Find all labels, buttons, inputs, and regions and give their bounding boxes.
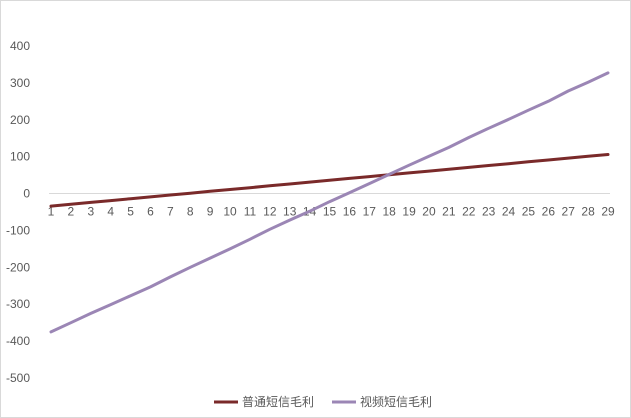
x-tick-label: 4	[107, 205, 114, 219]
x-tick-label: 7	[167, 205, 174, 219]
x-tick-label: 18	[382, 205, 396, 219]
x-tick-label: 1	[48, 205, 55, 219]
x-tick-label: 27	[562, 205, 576, 219]
y-tick-label: -500	[6, 371, 30, 385]
y-axis-ticks: 400 300 200 100 0 -100 -200 -300 -400 -500	[6, 39, 30, 385]
x-tick-label: 16	[343, 205, 357, 219]
y-tick-label: -100	[6, 223, 30, 237]
x-tick-label: 17	[363, 205, 377, 219]
x-tick-label: 15	[323, 205, 337, 219]
y-tick-label: -200	[6, 260, 30, 274]
x-tick-label: 26	[542, 205, 556, 219]
x-tick-label: 24	[502, 205, 516, 219]
x-tick-label: 28	[581, 205, 595, 219]
x-tick-label: 11	[244, 205, 257, 219]
y-tick-label: 400	[10, 39, 30, 53]
x-tick-label: 3	[87, 205, 94, 219]
y-tick-label: -400	[6, 334, 30, 348]
x-tick-label: 19	[402, 205, 416, 219]
x-tick-label: 5	[127, 205, 134, 219]
x-tick-label: 25	[522, 205, 536, 219]
x-tick-label: 21	[442, 205, 456, 219]
legend-label: 视频短信毛利	[360, 394, 432, 409]
series-line-1	[49, 153, 610, 208]
x-tick-label: 20	[422, 205, 436, 219]
x-tick-label: 2	[68, 205, 75, 219]
x-tick-label: 6	[147, 205, 154, 219]
y-tick-label: 100	[10, 150, 30, 164]
x-tick-label: 10	[223, 205, 237, 219]
x-tick-label: 23	[482, 205, 496, 219]
x-tick-label: 22	[462, 205, 476, 219]
x-axis-ticks: 1 2 3 4 5 6 7 8 9 10 11 12 13 14 15 16 17 18 19 20 21 22 23 24 2…	[48, 205, 615, 219]
series-line-2	[49, 71, 610, 334]
series-lines	[49, 71, 610, 334]
y-tick-label: -300	[6, 297, 30, 311]
x-tick-label: 8	[187, 205, 194, 219]
y-tick-label: 0	[23, 187, 30, 201]
x-tick-label: 29	[601, 205, 615, 219]
y-tick-label: 200	[10, 113, 30, 127]
legend: 普通短信毛利 视频短信毛利	[214, 394, 432, 409]
y-tick-label: 300	[10, 76, 30, 90]
legend-label: 普通短信毛利	[242, 395, 314, 409]
x-tick-label: 12	[263, 205, 277, 219]
x-tick-label: 13	[283, 205, 297, 219]
x-tick-label: 9	[207, 205, 214, 219]
